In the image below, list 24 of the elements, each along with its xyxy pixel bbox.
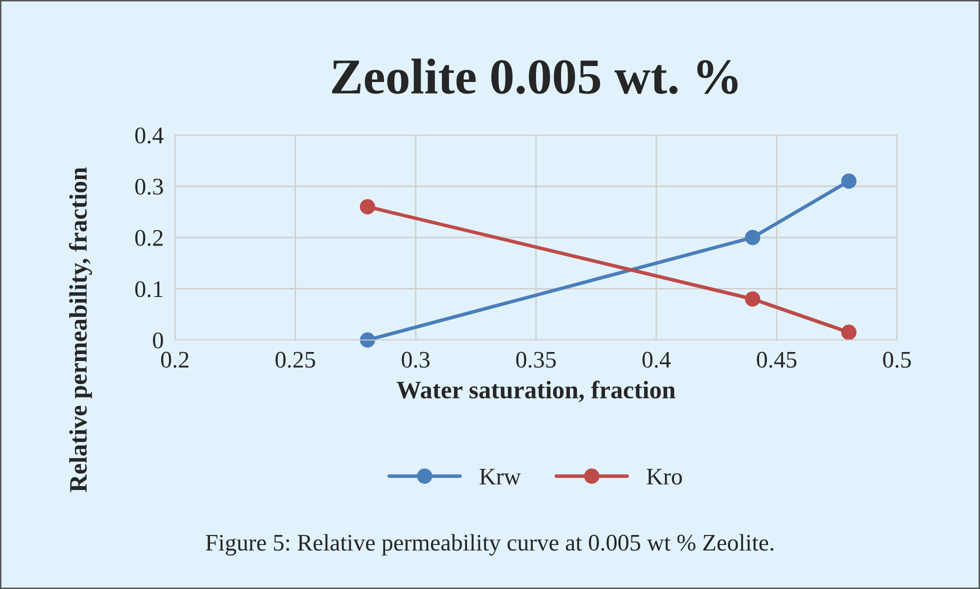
x-axis-title: Water saturation, fraction — [396, 380, 676, 402]
y-axis-title: Relative permeability, fraction — [68, 167, 92, 492]
point — [744, 230, 760, 246]
y-tick-label: 0.2 — [135, 230, 163, 246]
y-tick-label: 0.3 — [135, 178, 163, 195]
y-tick-label: 0.4 — [135, 127, 164, 144]
point — [744, 291, 760, 307]
x-tick-label: 0.3 — [402, 352, 430, 368]
x-tick-label: 0.35 — [516, 352, 556, 368]
x-tick-label: 0.25 — [276, 352, 316, 368]
point — [841, 173, 857, 189]
caption: Figure 5: Relative permeability curve at 0.005 wt % Zeolite. — [206, 534, 774, 556]
legend-label: Kro — [646, 468, 682, 485]
y-tick-label: 0.1 — [135, 281, 162, 298]
chart-title: Zeolite 0.005 wt. % — [332, 58, 738, 94]
legend-label: Krw — [480, 468, 521, 485]
x-tick-label: 0.45 — [756, 352, 796, 368]
x-tick-label: 0.2 — [161, 352, 188, 368]
point — [360, 199, 376, 214]
x-tick-label: 0.5 — [883, 352, 911, 368]
y-tick-label: 0 — [152, 332, 163, 348]
x-tick-label: 0.4 — [642, 352, 671, 368]
point — [360, 332, 376, 348]
point — [841, 324, 857, 340]
